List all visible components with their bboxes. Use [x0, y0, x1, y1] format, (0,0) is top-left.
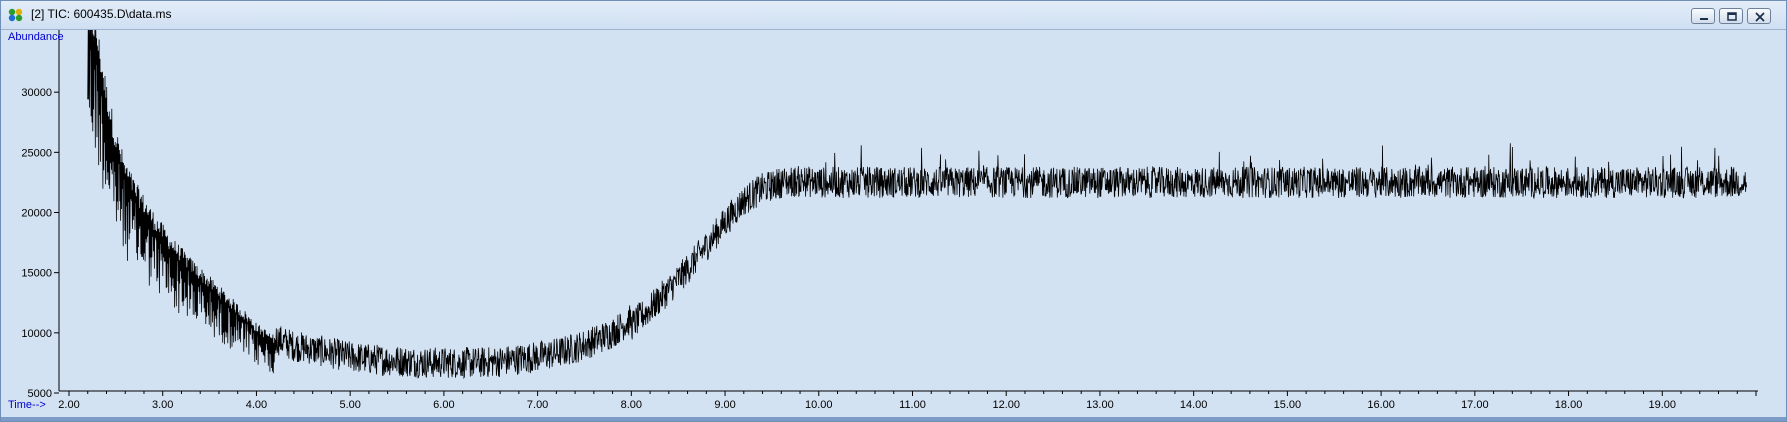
- x-axis-title: Time-->: [8, 399, 46, 411]
- x-tick-label: 2.00: [58, 399, 79, 411]
- y-tick-label: 10000: [21, 328, 52, 340]
- minimize-button[interactable]: [1691, 8, 1715, 24]
- x-tick-label: 7.00: [527, 399, 548, 411]
- x-tick-label: 13.00: [1086, 399, 1114, 411]
- x-tick-label: 16.00: [1367, 399, 1395, 411]
- tic-trace: [87, 30, 1747, 380]
- x-tick-label: 19.00: [1649, 399, 1677, 411]
- y-tick-label: 5000: [28, 388, 52, 400]
- plot-area[interactable]: 5000 10000 15000 20000 25000 30000 2.00 3.00 4.…: [1, 30, 1786, 420]
- x-tick-label: 9.00: [714, 399, 735, 411]
- window-bottom-border: [1, 417, 1786, 421]
- x-tick-label: 6.00: [433, 399, 454, 411]
- x-tick-label: 14.00: [1180, 399, 1208, 411]
- x-tick-label: 3.00: [152, 399, 173, 411]
- close-button[interactable]: [1747, 8, 1771, 24]
- x-tick-label: 10.00: [805, 399, 833, 411]
- minimize-icon: [1700, 18, 1708, 20]
- axes: [58, 30, 1758, 392]
- x-tick-label: 5.00: [339, 399, 360, 411]
- y-tick-label: 30000: [21, 87, 52, 99]
- x-tick-label: 12.00: [992, 399, 1020, 411]
- y-tick-label: 20000: [21, 208, 52, 220]
- window-title: [2] TIC: 600435.D\data.ms: [31, 7, 172, 21]
- x-tick-label: 15.00: [1274, 399, 1302, 411]
- tic-trace-group: [87, 30, 1747, 380]
- y-axis-title: Abundance: [8, 31, 64, 43]
- y-ticks: 5000 10000 15000 20000 25000 30000: [21, 87, 59, 400]
- x-tick-label: 8.00: [621, 399, 642, 411]
- x-ticks: 2.00 3.00 4.00 5.00 6.00 7.00 8.00 9.00 10.00 11.…: [58, 391, 1757, 411]
- close-icon: [1755, 12, 1765, 22]
- restore-icon: [1727, 12, 1737, 21]
- x-tick-label: 18.00: [1555, 399, 1583, 411]
- y-tick-label: 15000: [21, 268, 52, 280]
- app-icon: [8, 8, 23, 22]
- y-tick-label: 25000: [21, 147, 52, 159]
- x-tick-label: 11.00: [899, 399, 926, 411]
- restore-button[interactable]: [1719, 8, 1743, 24]
- tic-chart: 5000 10000 15000 20000 25000 30000 2.00 3.00 4.…: [8, 30, 1758, 411]
- title-bar[interactable]: [2] TIC: 600435.D\data.ms: [1, 1, 1786, 30]
- x-tick-label: 4.00: [246, 399, 267, 411]
- x-tick-label: 17.00: [1461, 399, 1489, 411]
